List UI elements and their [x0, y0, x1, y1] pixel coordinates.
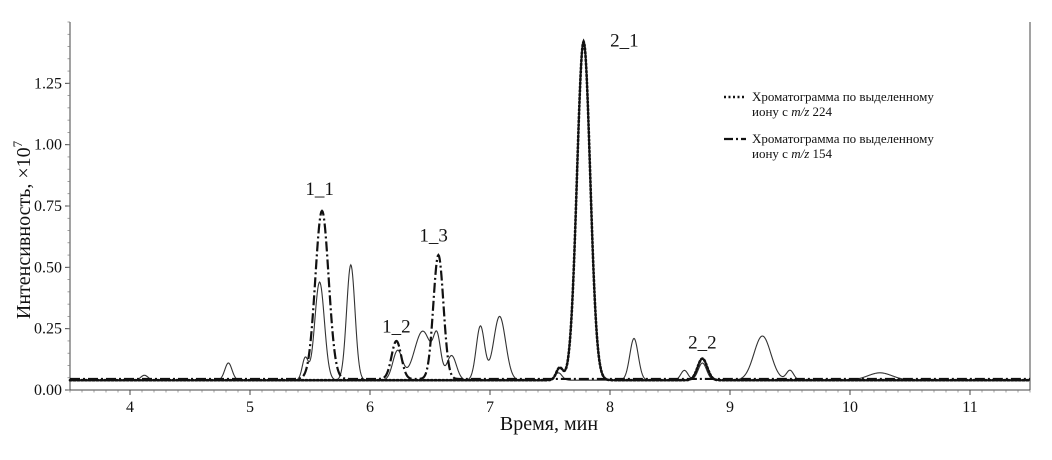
legend-entry-154: Хроматограмма по выделенному иону с m/z … [724, 131, 934, 161]
legend-label-224-value: 224 [809, 104, 832, 119]
legend-label-224-line1: Хроматограмма по выделенному [752, 89, 934, 104]
peak-label: 2_1 [610, 31, 639, 52]
x-tick-label: 10 [842, 399, 858, 416]
peak-label: 2_2 [688, 332, 717, 353]
x-tick-label: 11 [962, 399, 977, 416]
legend-label-154-line1: Хроматограмма по выделенному [752, 131, 934, 146]
legend-label-154-prefix: иону с [752, 146, 791, 161]
tick-layer: 4 5 6 7 8 9 10 11 0.00 0.25 0.50 0.75 1.00 1.25 [34, 21, 1031, 416]
y-tick-label: 0.50 [34, 259, 62, 276]
legend-label-154-mz: m/z [791, 146, 809, 161]
x-tick-label: 5 [246, 399, 254, 416]
legend-label-224-prefix: иону с [752, 104, 791, 119]
x-tick-label: 9 [726, 399, 734, 416]
series-layer [68, 38, 1032, 382]
series-dashdot-line [70, 209, 1030, 381]
legend: Хроматограмма по выделенному иону с m/z … [724, 89, 934, 161]
legend-label-224-mz: m/z [791, 104, 809, 119]
x-tick-label: 4 [126, 399, 134, 416]
peak-annotations: 1_1 1_2 1_3 2_1 2_2 [305, 31, 716, 354]
legend-entry-224: Хроматограмма по выделенному иону с m/z … [724, 89, 934, 119]
y-tick-label: 1.25 [34, 75, 62, 92]
peak-label: 1_2 [382, 316, 411, 337]
peak-label: 1_3 [419, 226, 448, 247]
y-tick-label: 0.25 [34, 321, 62, 338]
y-tick-label: 0.75 [34, 198, 62, 215]
legend-label-224-line2: иону с m/z 224 [752, 104, 833, 119]
x-tick-label: 6 [366, 399, 374, 416]
y-axis-title: Интенсивность, ×107 [10, 140, 35, 319]
y-axis-title-exponent: 7 [10, 140, 25, 147]
legend-label-154-line2: иону с m/z 154 [752, 146, 833, 161]
legend-label-154-value: 154 [809, 146, 832, 161]
series-solid-line [70, 263, 1030, 381]
x-tick-label: 8 [606, 399, 614, 416]
y-tick-label: 0.00 [34, 382, 62, 399]
plot-axes [69, 22, 1031, 391]
x-axis-title: Время, мин [500, 413, 598, 435]
y-axis-title-text: Интенсивность, ×10 [13, 147, 35, 319]
peak-label: 1_1 [305, 179, 334, 200]
x-tick-label: 7 [486, 399, 494, 416]
y-tick-label: 1.00 [34, 137, 62, 154]
